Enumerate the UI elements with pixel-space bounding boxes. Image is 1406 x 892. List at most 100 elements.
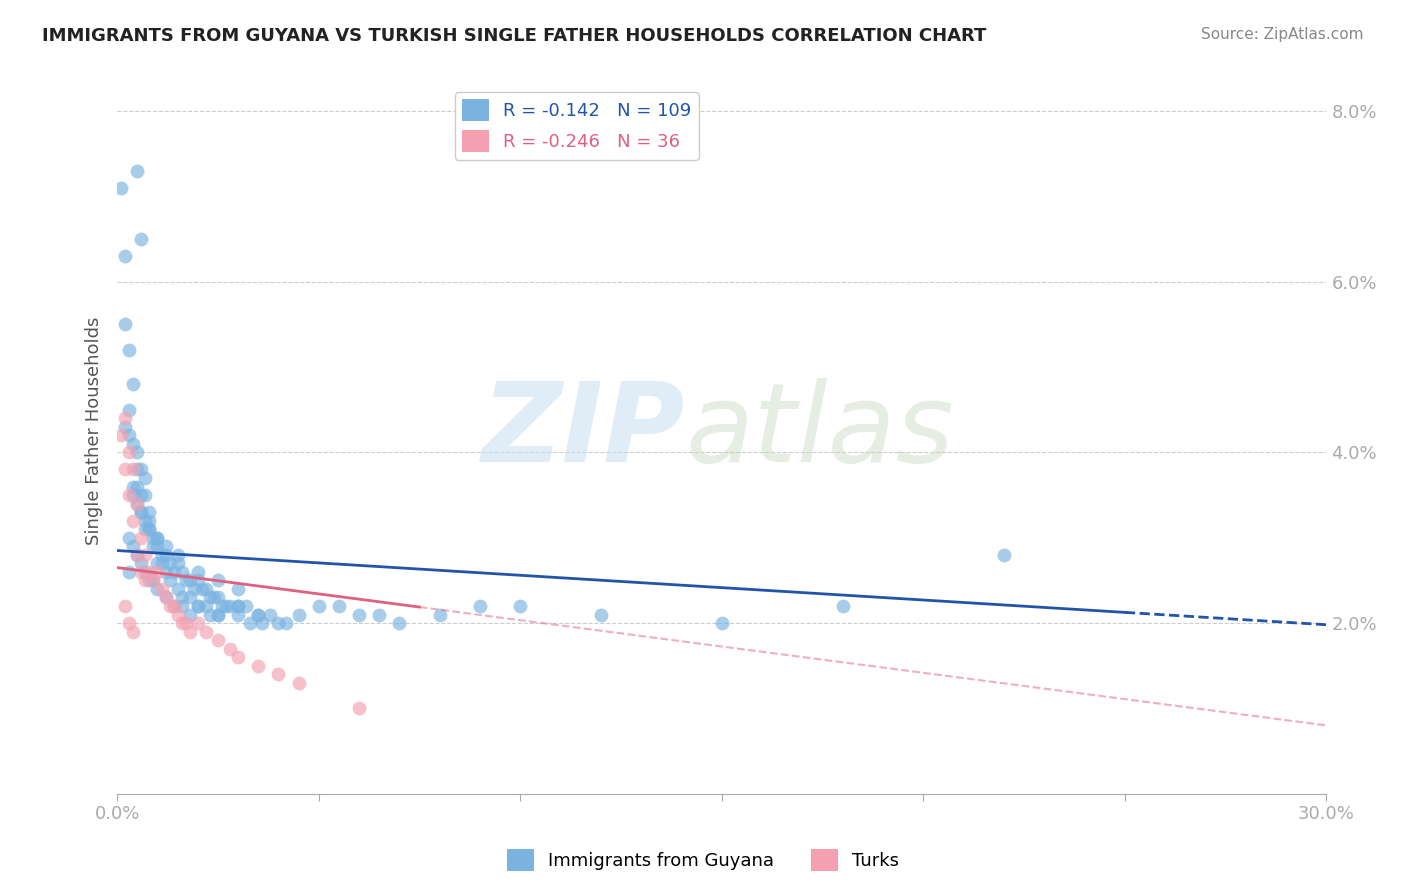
Point — [122, 624, 145, 639]
Point — [142, 574, 165, 588]
Point — [198, 591, 221, 605]
Point — [166, 557, 188, 571]
Point — [127, 497, 149, 511]
Point — [146, 531, 169, 545]
Point — [118, 531, 141, 545]
Point — [127, 548, 149, 562]
Point — [166, 607, 188, 622]
Point — [155, 548, 177, 562]
Point — [226, 582, 249, 596]
Point — [267, 667, 290, 681]
Point — [347, 701, 370, 715]
Point — [155, 591, 177, 605]
Point — [183, 582, 205, 596]
Y-axis label: Single Father Households: Single Father Households — [86, 317, 103, 545]
Point — [347, 607, 370, 622]
Point — [179, 574, 201, 588]
Legend: R = -0.142   N = 109, R = -0.246   N = 36: R = -0.142 N = 109, R = -0.246 N = 36 — [454, 92, 699, 160]
Point — [127, 497, 149, 511]
Point — [429, 607, 451, 622]
Point — [191, 582, 214, 596]
Point — [127, 479, 149, 493]
Point — [710, 615, 733, 630]
Point — [328, 599, 350, 613]
Point — [162, 565, 184, 579]
Point — [127, 548, 149, 562]
Point — [155, 539, 177, 553]
Point — [159, 599, 181, 613]
Point — [134, 574, 156, 588]
Point — [247, 658, 270, 673]
Point — [127, 445, 149, 459]
Point — [150, 582, 173, 596]
Point — [114, 411, 136, 425]
Point — [131, 462, 153, 476]
Point — [207, 591, 229, 605]
Point — [131, 505, 153, 519]
Point — [219, 599, 242, 613]
Point — [146, 539, 169, 553]
Point — [127, 462, 149, 476]
Point — [226, 599, 249, 613]
Point — [226, 599, 249, 613]
Point — [239, 615, 262, 630]
Point — [159, 574, 181, 588]
Point — [118, 343, 141, 357]
Point — [247, 607, 270, 622]
Point — [134, 471, 156, 485]
Point — [131, 557, 153, 571]
Point — [247, 607, 270, 622]
Point — [150, 548, 173, 562]
Point — [187, 599, 209, 613]
Point — [166, 548, 188, 562]
Point — [122, 539, 145, 553]
Text: IMMIGRANTS FROM GUYANA VS TURKISH SINGLE FATHER HOUSEHOLDS CORRELATION CHART: IMMIGRANTS FROM GUYANA VS TURKISH SINGLE… — [42, 27, 987, 45]
Point — [138, 522, 160, 536]
Point — [170, 591, 193, 605]
Point — [127, 164, 149, 178]
Point — [134, 522, 156, 536]
Point — [993, 548, 1015, 562]
Point — [159, 557, 181, 571]
Point — [831, 599, 853, 613]
Point — [138, 522, 160, 536]
Point — [118, 565, 141, 579]
Point — [155, 565, 177, 579]
Text: Source: ZipAtlas.com: Source: ZipAtlas.com — [1201, 27, 1364, 42]
Point — [134, 514, 156, 528]
Point — [138, 505, 160, 519]
Point — [276, 615, 298, 630]
Point — [122, 377, 145, 392]
Point — [122, 437, 145, 451]
Point — [509, 599, 531, 613]
Point — [368, 607, 391, 622]
Point — [131, 488, 153, 502]
Point — [114, 318, 136, 332]
Point — [110, 428, 132, 442]
Point — [187, 615, 209, 630]
Point — [170, 599, 193, 613]
Point — [146, 531, 169, 545]
Point — [194, 624, 217, 639]
Point — [170, 615, 193, 630]
Point — [134, 565, 156, 579]
Point — [118, 402, 141, 417]
Point — [114, 249, 136, 263]
Point — [142, 539, 165, 553]
Point — [146, 557, 169, 571]
Point — [122, 462, 145, 476]
Point — [211, 599, 233, 613]
Point — [187, 574, 209, 588]
Point — [207, 607, 229, 622]
Point — [131, 505, 153, 519]
Point — [138, 574, 160, 588]
Point — [207, 633, 229, 648]
Point — [287, 607, 309, 622]
Point — [174, 615, 197, 630]
Point — [215, 599, 238, 613]
Point — [219, 641, 242, 656]
Point — [114, 420, 136, 434]
Point — [146, 565, 169, 579]
Point — [131, 531, 153, 545]
Point — [150, 557, 173, 571]
